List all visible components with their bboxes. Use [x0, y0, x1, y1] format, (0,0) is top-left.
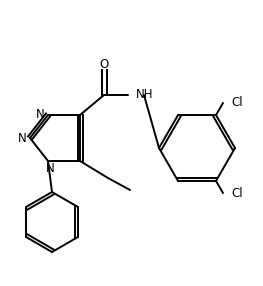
Text: NH: NH — [136, 88, 154, 102]
Text: Cl: Cl — [231, 96, 243, 110]
Text: Cl: Cl — [231, 186, 243, 200]
Text: O: O — [99, 59, 109, 72]
Text: N: N — [18, 132, 26, 144]
Text: N: N — [36, 108, 44, 122]
Text: N: N — [45, 162, 54, 176]
